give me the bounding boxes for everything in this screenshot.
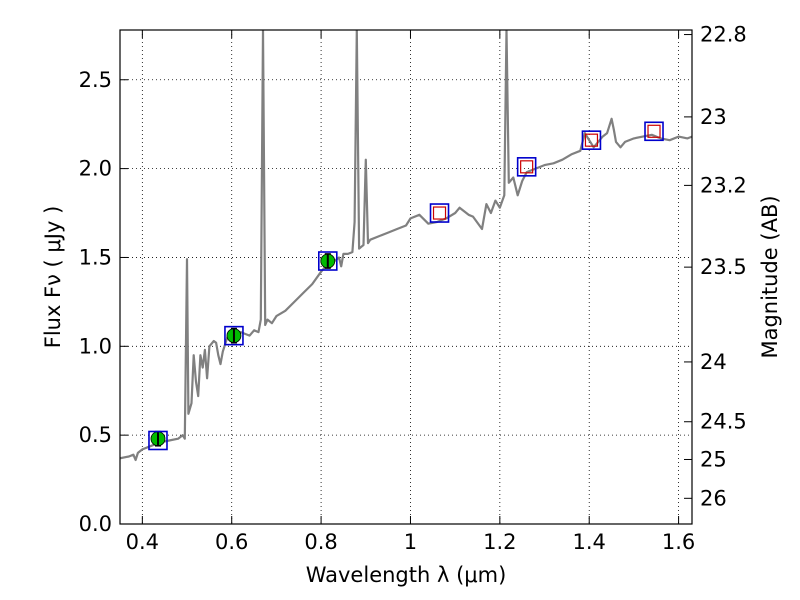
x-tick-label: 1.6 <box>662 530 695 554</box>
model-flux-marker <box>432 206 447 220</box>
plot-frame <box>119 29 693 525</box>
y-tick-label: 1.5 <box>79 245 112 269</box>
y2-tick-label: 22.8 <box>700 23 747 47</box>
x-axis-label: Wavelength λ (μm) <box>306 563 507 587</box>
y-tick-label: 2.0 <box>79 157 112 181</box>
synthetic-photometry-box <box>148 430 168 451</box>
synthetic-photometry-box <box>644 121 664 142</box>
y2-tick-label: 24.5 <box>700 410 747 434</box>
y2-tick-label: 24 <box>700 350 727 374</box>
model-flux-marker <box>584 133 599 147</box>
x-tick-label: 1.4 <box>573 530 606 554</box>
x-tick-label: 0.6 <box>215 530 248 554</box>
axis-ticks: 0.4 0.6 0.8 1 1.2 1.4 1.6 0.0 0.5 1.0 1.5 2.0 2.5 22.… <box>79 23 747 554</box>
model-flux-marker <box>647 124 661 138</box>
y-tick-label: 2.5 <box>79 68 112 92</box>
y2-tick-label: 23.2 <box>700 173 747 197</box>
y2-tick-label: 26 <box>700 486 727 510</box>
synthetic-photometry-box <box>516 157 537 177</box>
synthetic-photometry-box <box>224 325 244 346</box>
y-tick-label: 0.5 <box>79 423 112 447</box>
plot-background <box>120 30 692 524</box>
synthetic-photometry-box <box>429 203 450 223</box>
y2-tick-label: 23 <box>700 105 727 129</box>
y-tick-label: 1.0 <box>79 334 112 358</box>
x-tick-label: 0.4 <box>126 530 159 554</box>
data-series <box>120 30 692 462</box>
y2-axis-label: Magnitude (AB) <box>758 195 782 358</box>
y-tick-label: 0.0 <box>79 512 112 536</box>
y2-tick-label: 25 <box>700 447 727 471</box>
x-tick-label: 1.2 <box>483 530 516 554</box>
synthetic-photometry-box <box>581 130 602 150</box>
y-axis-label: Flux Fν ( μJy ) <box>41 206 65 349</box>
model-flux-marker <box>520 160 534 174</box>
y2-tick-label: 23.5 <box>700 255 747 279</box>
x-tick-label: 0.8 <box>304 530 337 554</box>
synthetic-photometry-box <box>317 251 338 271</box>
x-tick-label: 1 <box>404 530 417 554</box>
